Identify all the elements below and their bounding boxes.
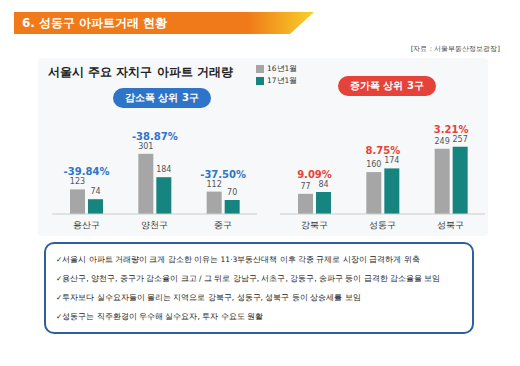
- html-text:16년1월: 16년1월: [267, 64, 298, 73]
- html-text:✓용산구, 양천구, 중구가 감소율이 크고 / 그 뒤로: ✓용산구, 양천구, 중구가 감소율이 크고 / 그 뒤로 강남구, 서초구, …: [56, 273, 441, 283]
- svg-text:-39.84%: -39.84%: [64, 166, 110, 177]
- svg-text:257: 257: [453, 135, 468, 144]
- svg-text:77: 77: [300, 182, 310, 191]
- svg-text:성북구: 성북구: [437, 220, 464, 230]
- html-text:✓성동구는 직주환경이 우수해 실수요자, 투자 수요도 원: ✓성동구는 직주환경이 우수해 실수요자, 투자 수요도 원활: [56, 311, 263, 321]
- html-text:서울시 주요 자치구 아파트 거래량: 서울시 주요 자치구 아파트 거래량: [48, 65, 233, 79]
- html-text:17년1월: 17년1월: [267, 76, 298, 85]
- html-text:6. 성동구 아파트거래 현황: 6. 성동구 아파트거래 현황: [22, 16, 168, 30]
- svg-text:84: 84: [318, 180, 328, 189]
- html-text:증가폭 상위 3구: 증가폭 상위 3구: [350, 80, 424, 91]
- svg-text:강북구: 강북구: [301, 220, 328, 230]
- svg-text:70: 70: [227, 188, 237, 197]
- svg-text:184: 184: [156, 165, 171, 174]
- svg-text:174: 174: [384, 156, 399, 165]
- html-text:✓서울시 아파트 거래량이 크게 감소한 이유는 11·3부: ✓서울시 아파트 거래량이 크게 감소한 이유는 11·3부동산대책 이후 각종…: [56, 254, 420, 264]
- html-text:✓투자보다 실수요자들이 몰리는 지역으로 강북구, 성동구: ✓투자보다 실수요자들이 몰리는 지역으로 강북구, 성동구, 성북구 등이 상…: [56, 292, 361, 302]
- svg-text:112: 112: [207, 180, 222, 189]
- svg-text:8.75%: 8.75%: [365, 145, 400, 156]
- svg-text:용산구: 용산구: [73, 220, 100, 230]
- svg-text:양천구: 양천구: [141, 220, 168, 230]
- html-text:감소폭 상위 3구: 감소폭 상위 3구: [125, 92, 199, 103]
- svg-text:249: 249: [435, 137, 450, 146]
- svg-text:160: 160: [366, 160, 381, 169]
- svg-text:74: 74: [90, 187, 100, 196]
- svg-text:301: 301: [138, 142, 153, 151]
- svg-text:중구: 중구: [214, 220, 232, 230]
- svg-text:-38.87%: -38.87%: [132, 131, 178, 142]
- svg-text:3.21%: 3.21%: [434, 124, 469, 135]
- svg-text:123: 123: [70, 177, 85, 186]
- svg-text:9.09%: 9.09%: [297, 169, 332, 180]
- svg-text:-37.50%: -37.50%: [200, 169, 246, 180]
- html-text:[자료 : 서울부동산정보광장]: [자료 : 서울부동산정보광장]: [410, 45, 500, 53]
- svg-text:성동구: 성동구: [369, 220, 396, 230]
